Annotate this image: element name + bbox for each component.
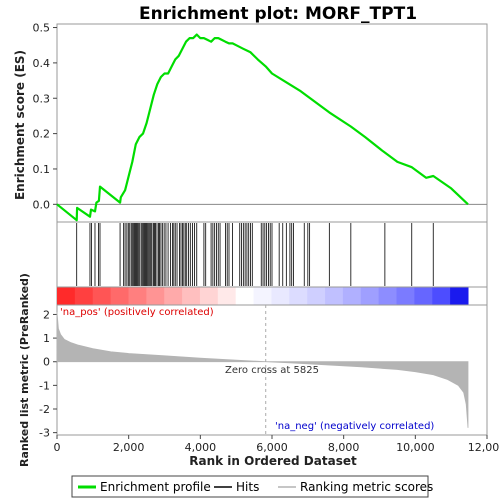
- x-tick-label: 12,000: [468, 441, 500, 454]
- heatmap-cell: [396, 287, 415, 305]
- heatmap-cell: [182, 287, 201, 305]
- x-axis-title: Rank in Ordered Dataset: [189, 454, 357, 468]
- heatmap-cell: [325, 287, 344, 305]
- heatmap-cell: [74, 287, 94, 305]
- heatmap-cell: [360, 287, 380, 305]
- es-y-tick-label: 0.4: [33, 57, 51, 70]
- es-panel-frame: [56, 23, 488, 223]
- heatmap-layer: [57, 287, 469, 305]
- rank-y-tick-label: -3: [39, 427, 50, 440]
- heatmap-cell: [128, 287, 147, 305]
- legend-enrichment-label: Enrichment profile: [100, 480, 211, 494]
- rank-y-tick-label: 0: [43, 356, 50, 369]
- heatmap-cell: [342, 287, 362, 305]
- legend-hits-label: Hits: [236, 480, 259, 494]
- x-tick-label: 8,000: [328, 441, 360, 454]
- x-tick-label: 6,000: [256, 441, 288, 454]
- neg-label: 'na_neg' (negatively correlated): [275, 421, 434, 432]
- chart-title: Enrichment plot: MORF_TPT1: [139, 4, 417, 24]
- rank-y-tick-label: -2: [39, 403, 50, 416]
- heatmap-cell: [217, 287, 237, 305]
- heatmap-cell: [235, 287, 255, 305]
- legend-ranking-label: Ranking metric scores: [300, 480, 433, 494]
- heatmap-cell: [110, 287, 129, 305]
- x-tick-label: 2,000: [113, 441, 145, 454]
- heatmap-cell: [414, 287, 433, 305]
- rank-y-axis-title: Ranked list metric (PreRanked): [18, 273, 31, 467]
- heatmap-cell: [271, 287, 290, 305]
- heatmap-cell: [199, 287, 219, 305]
- heatmap-cell: [92, 287, 112, 305]
- heatmap-cell: [289, 287, 308, 305]
- heatmap-cell: [57, 287, 76, 305]
- x-axis: 0 2,000 4,000 6,000 8,000 10,000 12,000: [54, 435, 500, 454]
- legend-box: [71, 475, 429, 498]
- zero-cross-label: Zero cross at 5825: [225, 365, 319, 376]
- es-y-axis-title: Enrichment score (ES): [13, 50, 27, 200]
- es-y-tick-label: 0.2: [33, 128, 51, 141]
- heatmap-cell: [164, 287, 183, 305]
- heatmap-cell: [432, 287, 451, 305]
- rank-y-tick-label: 2: [43, 308, 50, 321]
- enrichment-profile-line: [56, 33, 469, 222]
- heatmap-cell: [450, 287, 469, 305]
- heatmap-cell: [146, 287, 165, 305]
- hits-layer: [76, 223, 434, 286]
- es-y-tick-label: 0.0: [33, 198, 51, 211]
- es-layer: 0.0 0.1 0.2 0.3 0.4 0.5: [33, 22, 487, 222]
- es-y-tick-label: 0.1: [33, 163, 51, 176]
- heatmap-cell: [253, 287, 272, 305]
- es-y-tick-label: 0.3: [33, 92, 51, 105]
- x-tick-label: 4,000: [185, 441, 217, 454]
- heatmap-cell: [307, 287, 326, 305]
- legend: Enrichment profile Hits Ranking metric s…: [71, 475, 433, 498]
- rank-y-tick-label: 1: [43, 332, 50, 345]
- rank-y-tick-label: -1: [39, 379, 50, 392]
- rank-layer: -3 -2 -1 0 1 2: [39, 305, 469, 440]
- pos-label: 'na_pos' (positively correlated): [60, 307, 214, 318]
- x-tick-label: 10,000: [396, 441, 435, 454]
- heatmap-cell: [378, 287, 398, 305]
- x-tick-label: 0: [54, 441, 61, 454]
- es-y-tick-label: 0.5: [33, 22, 51, 35]
